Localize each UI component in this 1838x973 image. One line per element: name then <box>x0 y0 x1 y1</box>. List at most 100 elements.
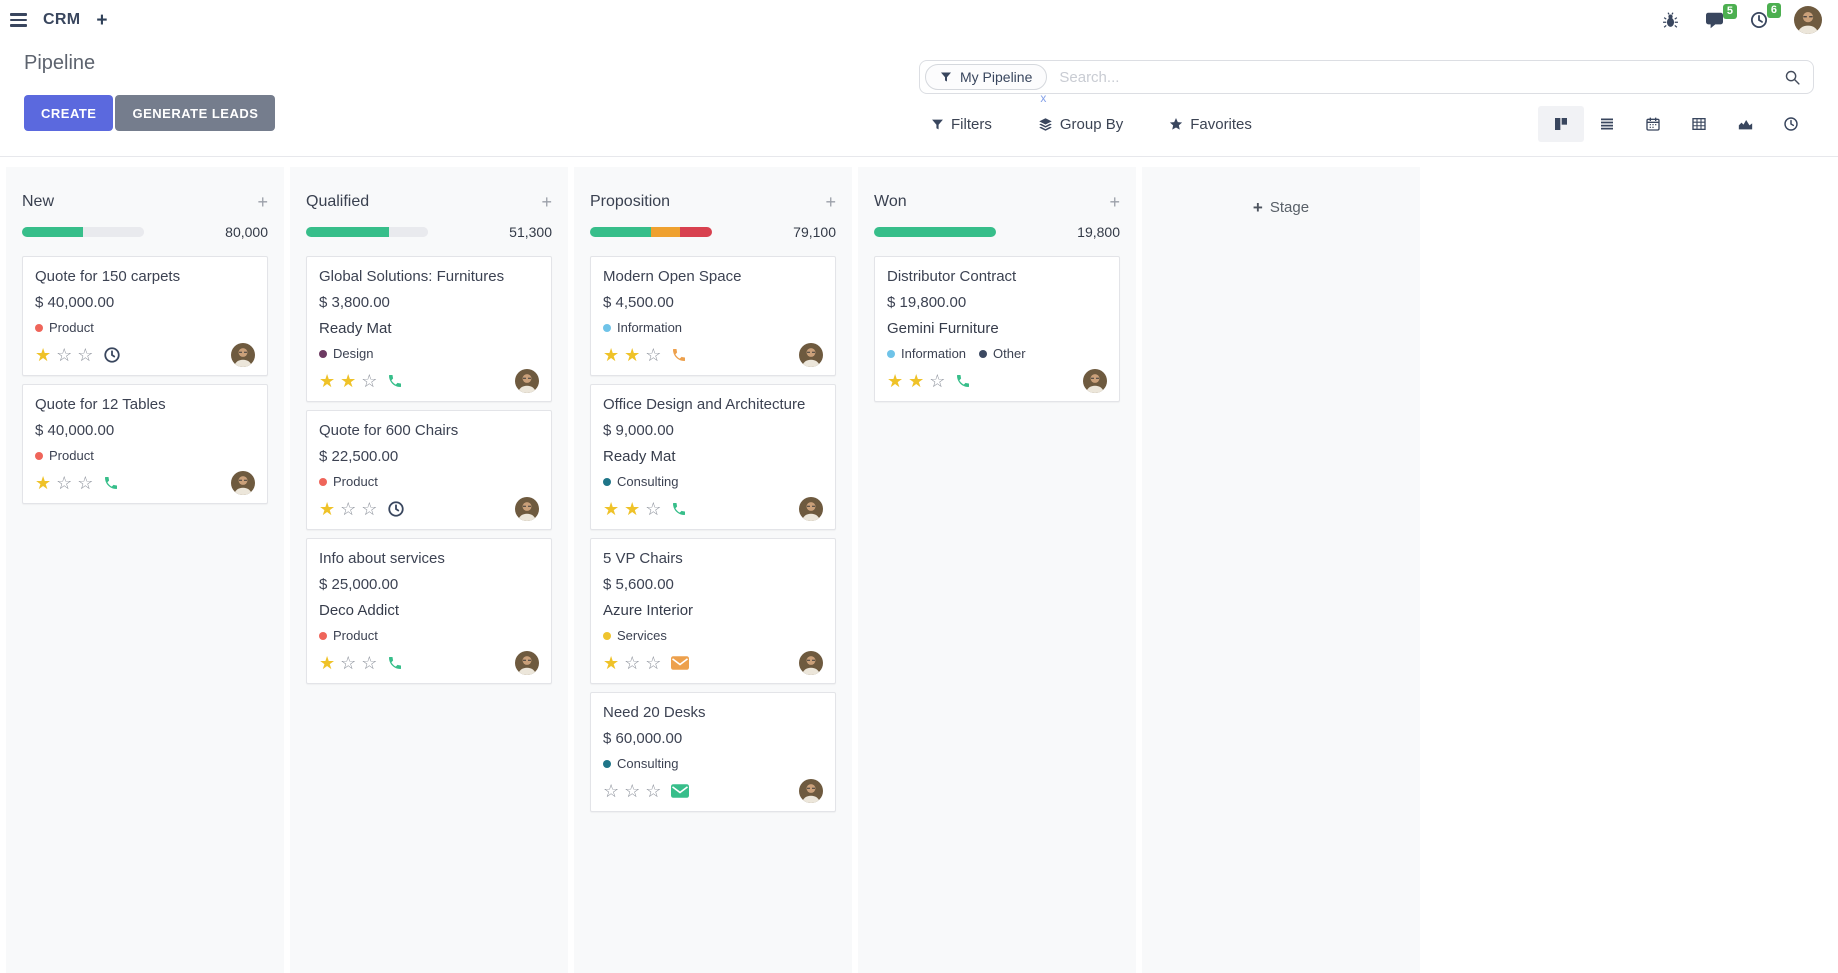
star-empty-icon[interactable]: ☆ <box>340 653 357 673</box>
kanban-card[interactable]: Distributor Contract $ 19,800.00 Gemini … <box>874 256 1120 402</box>
column-quick-add-button[interactable]: + <box>825 192 836 212</box>
star-filled-icon[interactable]: ★ <box>887 371 904 391</box>
column-progressbar[interactable] <box>306 227 428 237</box>
star-filled-icon[interactable]: ★ <box>319 371 336 391</box>
priority-stars[interactable]: ★ ★ ☆ <box>319 372 377 390</box>
avatar[interactable] <box>799 343 823 367</box>
app-name[interactable]: CRM <box>43 11 81 28</box>
priority-stars[interactable]: ★ ☆ ☆ <box>35 346 93 364</box>
star-filled-icon[interactable]: ★ <box>908 371 925 391</box>
kanban-card[interactable]: Office Design and Architecture $ 9,000.0… <box>590 384 836 530</box>
star-empty-icon[interactable]: ☆ <box>340 499 357 519</box>
search-input[interactable]: Search... <box>1059 68 1120 86</box>
user-avatar[interactable] <box>1794 6 1822 34</box>
avatar[interactable] <box>231 343 255 367</box>
group-by-button[interactable]: Group By <box>1038 116 1123 133</box>
view-activity-icon[interactable] <box>1768 106 1814 142</box>
search-icon[interactable] <box>1784 69 1801 86</box>
star-filled-icon[interactable]: ★ <box>340 371 357 391</box>
view-list-icon[interactable] <box>1584 106 1630 142</box>
kanban-card[interactable]: Info about services $ 25,000.00 Deco Add… <box>306 538 552 684</box>
activity-envelope-icon[interactable] <box>671 656 690 670</box>
avatar[interactable] <box>1083 369 1107 393</box>
star-filled-icon[interactable]: ★ <box>319 499 336 519</box>
kanban-card[interactable]: Quote for 150 carpets $ 40,000.00 Produc… <box>22 256 268 376</box>
generate-leads-button[interactable]: GENERATE LEADS <box>115 95 276 131</box>
priority-stars[interactable]: ★ ☆ ☆ <box>35 474 93 492</box>
star-filled-icon[interactable]: ★ <box>603 653 620 673</box>
kanban-card[interactable]: Modern Open Space $ 4,500.00 Information… <box>590 256 836 376</box>
star-empty-icon[interactable]: ☆ <box>56 473 73 493</box>
star-empty-icon[interactable]: ☆ <box>929 371 946 391</box>
activity-clock-icon[interactable] <box>387 500 405 518</box>
star-filled-icon[interactable]: ★ <box>319 653 336 673</box>
star-empty-icon[interactable]: ☆ <box>77 345 94 365</box>
star-empty-icon[interactable]: ☆ <box>361 371 378 391</box>
activity-phone-icon[interactable] <box>103 475 119 491</box>
star-empty-icon[interactable]: ☆ <box>645 499 662 519</box>
avatar[interactable] <box>515 651 539 675</box>
priority-stars[interactable]: ★ ★ ☆ <box>887 372 945 390</box>
activity-phone-icon[interactable] <box>955 373 971 389</box>
progress-segment[interactable] <box>388 227 428 237</box>
column-title[interactable]: Proposition <box>590 193 671 210</box>
kanban-card[interactable]: Quote for 12 Tables $ 40,000.00 Product … <box>22 384 268 504</box>
priority-stars[interactable]: ★ ☆ ☆ <box>319 654 377 672</box>
priority-stars[interactable]: ☆ ☆ ☆ <box>603 782 661 800</box>
activity-phone-icon[interactable] <box>387 655 403 671</box>
avatar[interactable] <box>515 497 539 521</box>
activity-clock-icon[interactable] <box>103 346 121 364</box>
column-title[interactable]: Qualified <box>306 193 370 210</box>
star-empty-icon[interactable]: ☆ <box>361 499 378 519</box>
star-filled-icon[interactable]: ★ <box>624 499 641 519</box>
favorites-button[interactable]: Favorites <box>1169 116 1252 133</box>
create-button[interactable]: CREATE <box>24 95 114 131</box>
messages-icon[interactable]: 5 <box>1705 3 1737 29</box>
priority-stars[interactable]: ★ ★ ☆ <box>603 346 661 364</box>
column-title[interactable]: Won <box>874 193 907 210</box>
avatar[interactable] <box>799 497 823 521</box>
star-empty-icon[interactable]: ☆ <box>624 653 641 673</box>
priority-stars[interactable]: ★ ☆ ☆ <box>319 500 377 518</box>
column-quick-add-button[interactable]: + <box>257 192 268 212</box>
progress-segment[interactable] <box>680 227 712 237</box>
activity-phone-icon[interactable] <box>671 501 687 517</box>
progress-segment[interactable] <box>83 227 144 237</box>
view-calendar-icon[interactable] <box>1630 106 1676 142</box>
kanban-card[interactable]: 5 VP Chairs $ 5,600.00 Azure Interior Se… <box>590 538 836 684</box>
activity-phone-icon[interactable] <box>671 347 687 363</box>
filters-button[interactable]: Filters <box>931 116 992 133</box>
progress-segment[interactable] <box>874 227 996 237</box>
star-filled-icon[interactable]: ★ <box>603 499 620 519</box>
priority-stars[interactable]: ★ ★ ☆ <box>603 500 661 518</box>
menu-toggle-icon[interactable] <box>10 13 27 27</box>
star-filled-icon[interactable]: ★ <box>35 345 52 365</box>
column-quick-add-button[interactable]: + <box>1109 192 1120 212</box>
column-progressbar[interactable] <box>874 227 996 237</box>
progress-segment[interactable] <box>306 227 389 237</box>
avatar[interactable] <box>515 369 539 393</box>
activity-phone-icon[interactable] <box>387 373 403 389</box>
avatar[interactable] <box>231 471 255 495</box>
star-empty-icon[interactable]: ☆ <box>603 781 620 801</box>
star-empty-icon[interactable]: ☆ <box>77 473 94 493</box>
star-empty-icon[interactable]: ☆ <box>56 345 73 365</box>
kanban-card[interactable]: Global Solutions: Furnitures $ 3,800.00 … <box>306 256 552 402</box>
star-filled-icon[interactable]: ★ <box>603 345 620 365</box>
add-stage-column[interactable]: + Stage <box>1142 167 1420 973</box>
star-empty-icon[interactable]: ☆ <box>645 781 662 801</box>
add-menu-button[interactable]: + <box>96 9 108 31</box>
star-filled-icon[interactable]: ★ <box>35 473 52 493</box>
kanban-card[interactable]: Quote for 600 Chairs $ 22,500.00 Product… <box>306 410 552 530</box>
column-title[interactable]: New <box>22 193 55 210</box>
column-quick-add-button[interactable]: + <box>541 192 552 212</box>
view-pivot-icon[interactable] <box>1676 106 1722 142</box>
star-empty-icon[interactable]: ☆ <box>645 345 662 365</box>
column-progressbar[interactable] <box>590 227 712 237</box>
avatar[interactable] <box>799 779 823 803</box>
search-bar[interactable]: My Pipeline x Search... <box>919 60 1814 104</box>
view-graph-icon[interactable] <box>1722 106 1768 142</box>
progress-segment[interactable] <box>590 227 651 237</box>
progress-segment[interactable] <box>22 227 83 237</box>
star-empty-icon[interactable]: ☆ <box>361 653 378 673</box>
